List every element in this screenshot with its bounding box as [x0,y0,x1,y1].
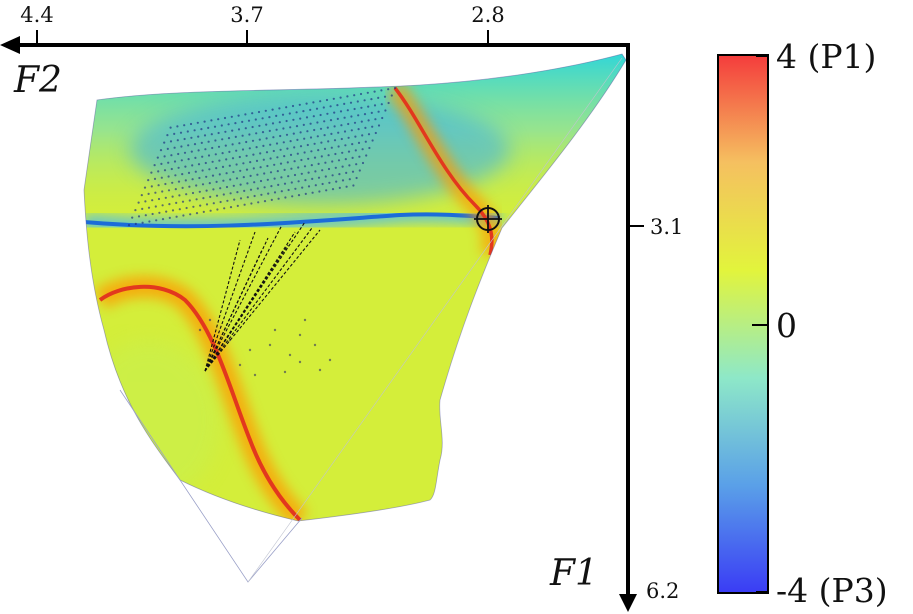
top-axis-label: F2 [13,60,62,101]
dot-field [127,86,397,377]
top-axis-arrowhead [0,36,20,54]
colorbar-label-max: 4 (P1) [776,37,876,76]
right-tick-label-1: 6.2 [646,579,679,603]
region-outline [83,53,627,522]
colorbar-label-min: -4 (P3) [776,571,888,610]
circle-crosshair-marker [474,205,502,233]
axes: 4.4 3.7 2.8 F2 3.1 6.2 F1 [0,3,683,612]
left-green-region [84,340,220,500]
faint-diagonal [247,57,623,583]
top-tick-label-2: 2.8 [471,3,504,27]
right-ridge [393,86,494,256]
right-axis-arrowhead [619,594,637,612]
heatmap-field [83,53,627,583]
top-tick-label-1: 3.7 [230,3,263,27]
colorbar: 4 (P1) 0 -4 (P3) [717,37,888,610]
top-tick-label-0: 4.4 [20,3,53,27]
right-axis-label: F1 [549,553,598,594]
right-tick-label-0: 3.1 [650,215,683,239]
left-ridge [98,284,302,521]
horizontal-blue-band [84,212,501,229]
fan-lines [204,221,321,372]
colorbar-label-zero: 0 [776,306,797,345]
